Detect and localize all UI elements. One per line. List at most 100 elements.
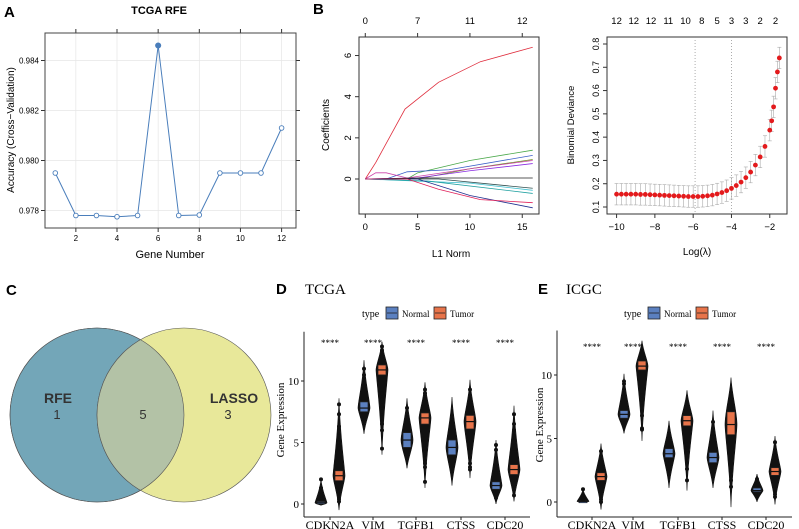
violin-tumor: [635, 340, 649, 442]
venn-diagram: RFE 1 5 LASSO 3: [9, 327, 272, 503]
outlier-point: [362, 366, 366, 371]
data-point: [196, 212, 203, 218]
venn-count-intersection: 5: [139, 407, 146, 422]
deviance-point: [623, 191, 629, 197]
box-normal: [664, 448, 674, 458]
outlier-point: [362, 372, 366, 377]
y-tick-label: 6: [343, 53, 354, 58]
best-point: [155, 42, 162, 49]
outlier-point: [494, 442, 498, 447]
outlier-point: [380, 422, 384, 427]
significance-label: ****: [583, 342, 602, 352]
deviance-point: [652, 192, 658, 198]
outlier-point: [512, 412, 516, 417]
deviance-point: [662, 192, 667, 198]
deviance-point: [729, 185, 734, 191]
top-tick-label: 2: [773, 16, 778, 27]
x-tick-label: CDKN2A: [568, 518, 617, 529]
legend-label: Normal: [664, 309, 692, 319]
x-tick-label: 6: [156, 234, 161, 243]
data-point: [73, 212, 79, 219]
violin-tumor: [724, 377, 738, 508]
plot-frame: [358, 36, 540, 215]
significance-label: ****: [321, 338, 340, 348]
x-tick-label: 5: [415, 222, 420, 233]
deviance-point: [724, 188, 730, 194]
box-tumor: [637, 360, 647, 371]
data-point: [175, 212, 182, 219]
x-tick-label: 15: [517, 222, 528, 233]
outlier-point: [599, 497, 603, 502]
top-tick-label: 12: [517, 16, 528, 27]
outlier-point: [423, 465, 427, 470]
outlier-point: [337, 497, 341, 502]
outlier-point: [380, 348, 384, 353]
deviance-point: [614, 191, 619, 197]
x-tick-label: −8: [649, 222, 660, 233]
deviance-point: [769, 118, 775, 124]
top-tick-label: 12: [629, 16, 640, 27]
outlier-point: [380, 415, 384, 420]
y-tick-label: 10: [288, 376, 300, 388]
venn-count-lasso: 3: [224, 407, 231, 422]
significance-label: ****: [624, 342, 643, 352]
outlier-point: [468, 455, 472, 460]
violin-tumor: [507, 405, 521, 502]
tcga-violin-chart: TCGA Gene Expression type Normal Tumor 0 5 10…: [275, 282, 530, 529]
icgc-violin-chart: ICGC Gene Expression type Normal Tumor 0 5 10…: [534, 282, 792, 529]
x-tick-label: 10: [465, 222, 476, 233]
deviance-point: [738, 179, 744, 185]
y-tick-label: 5: [547, 434, 553, 446]
significance-label: ****: [757, 342, 776, 352]
deviance-point: [700, 193, 706, 199]
legend-title: type: [624, 309, 642, 320]
deviance-point: [628, 191, 634, 197]
y-tick-label: 0.1: [591, 201, 601, 214]
deviance-point: [714, 191, 720, 197]
box-tumor: [465, 415, 475, 430]
deviance-point: [618, 191, 624, 197]
x-tick-label: 10: [236, 234, 245, 243]
box-normal: [359, 401, 369, 413]
significance-label: ****: [452, 338, 471, 348]
top-tick-label: 8: [699, 16, 704, 27]
outlier-point: [319, 493, 323, 498]
violin-normal: [706, 410, 720, 489]
deviance-point: [709, 192, 715, 198]
deviance-point: [633, 191, 639, 197]
deviance-point: [762, 144, 768, 149]
outlier-point: [755, 477, 759, 482]
y-tick-label: 0: [547, 497, 553, 509]
top-tick-label: 7: [415, 16, 420, 27]
outlier-point: [423, 387, 427, 392]
outlier-point: [773, 440, 777, 445]
y-tick-label: 0.980: [19, 157, 40, 166]
deviance-point: [753, 162, 758, 168]
outlier-point: [380, 409, 384, 414]
outlier-point: [337, 440, 341, 445]
x-tick-label: CDC20: [487, 518, 524, 529]
outlier-point: [640, 426, 644, 431]
outlier-point: [423, 446, 427, 451]
y-tick-label: 10: [541, 370, 553, 382]
chart-title: ICGC: [566, 282, 602, 298]
x-tick-label: 2: [74, 234, 79, 243]
outlier-point: [512, 422, 516, 427]
outlier-point: [512, 428, 516, 433]
deviance-point: [771, 104, 776, 110]
outlier-point: [685, 466, 689, 471]
outlier-point: [640, 400, 644, 405]
coefficient-path: [365, 178, 533, 194]
deviance-point: [638, 192, 643, 197]
outlier-point: [729, 484, 733, 489]
data-point: [52, 170, 59, 176]
x-tick-label: VIM: [361, 518, 385, 529]
outlier-point: [512, 493, 516, 498]
y-tick-label: 0.4: [591, 131, 601, 144]
y-axis-label: Gene Expression: [275, 382, 287, 457]
coefficient-path: [365, 149, 533, 180]
deviance-point: [676, 193, 682, 199]
outlier-point: [729, 468, 733, 473]
deviance-point: [757, 154, 763, 160]
coefficient-path: [365, 154, 533, 180]
